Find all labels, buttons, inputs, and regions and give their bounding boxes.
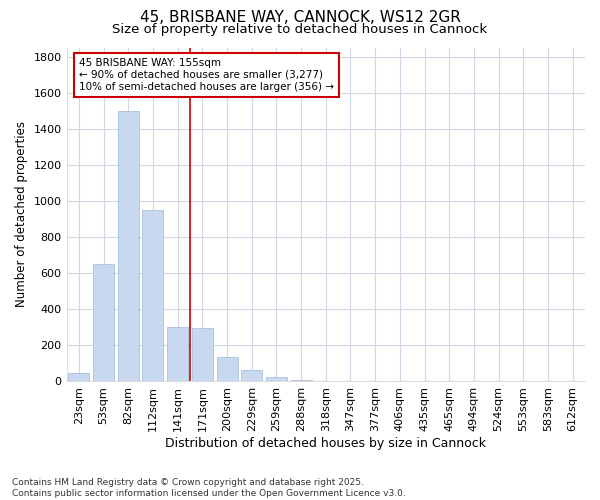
Bar <box>241 370 262 382</box>
X-axis label: Distribution of detached houses by size in Cannock: Distribution of detached houses by size … <box>165 437 486 450</box>
Bar <box>118 110 139 382</box>
Bar <box>217 357 238 382</box>
Y-axis label: Number of detached properties: Number of detached properties <box>15 122 28 308</box>
Bar <box>142 210 163 382</box>
Text: 45 BRISBANE WAY: 155sqm
← 90% of detached houses are smaller (3,277)
10% of semi: 45 BRISBANE WAY: 155sqm ← 90% of detache… <box>79 58 334 92</box>
Bar <box>290 380 311 382</box>
Bar <box>93 264 114 382</box>
Text: Contains HM Land Registry data © Crown copyright and database right 2025.
Contai: Contains HM Land Registry data © Crown c… <box>12 478 406 498</box>
Bar <box>315 380 336 382</box>
Text: Size of property relative to detached houses in Cannock: Size of property relative to detached ho… <box>112 22 488 36</box>
Bar <box>192 328 213 382</box>
Bar <box>167 328 188 382</box>
Text: 45, BRISBANE WAY, CANNOCK, WS12 2GR: 45, BRISBANE WAY, CANNOCK, WS12 2GR <box>140 10 460 25</box>
Bar <box>68 374 89 382</box>
Bar <box>266 377 287 382</box>
